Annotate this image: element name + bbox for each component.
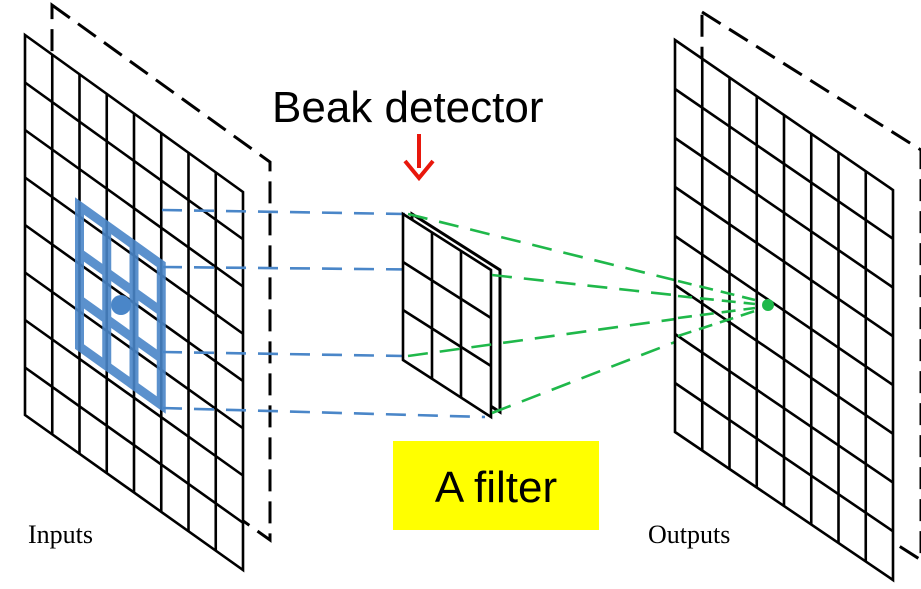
input-projection-lines xyxy=(161,208,486,419)
filter-label: A filter xyxy=(435,463,557,512)
outputs-label: Outputs xyxy=(648,520,730,549)
detector-label: Beak detector xyxy=(272,83,544,132)
receptive-field-highlight xyxy=(75,197,166,414)
output-convergence-lines xyxy=(677,279,756,338)
receptive-field-center-dot xyxy=(111,295,131,315)
output-grid xyxy=(673,37,895,583)
output-feature-map xyxy=(673,9,921,583)
filter-grid xyxy=(401,211,493,420)
output-activation-dot xyxy=(762,299,774,311)
detector-arrow xyxy=(403,134,435,182)
filter-label-highlight xyxy=(393,441,599,530)
inputs-label: Inputs xyxy=(28,520,93,549)
input-feature-map xyxy=(23,2,272,573)
filter-kernel xyxy=(401,211,502,420)
